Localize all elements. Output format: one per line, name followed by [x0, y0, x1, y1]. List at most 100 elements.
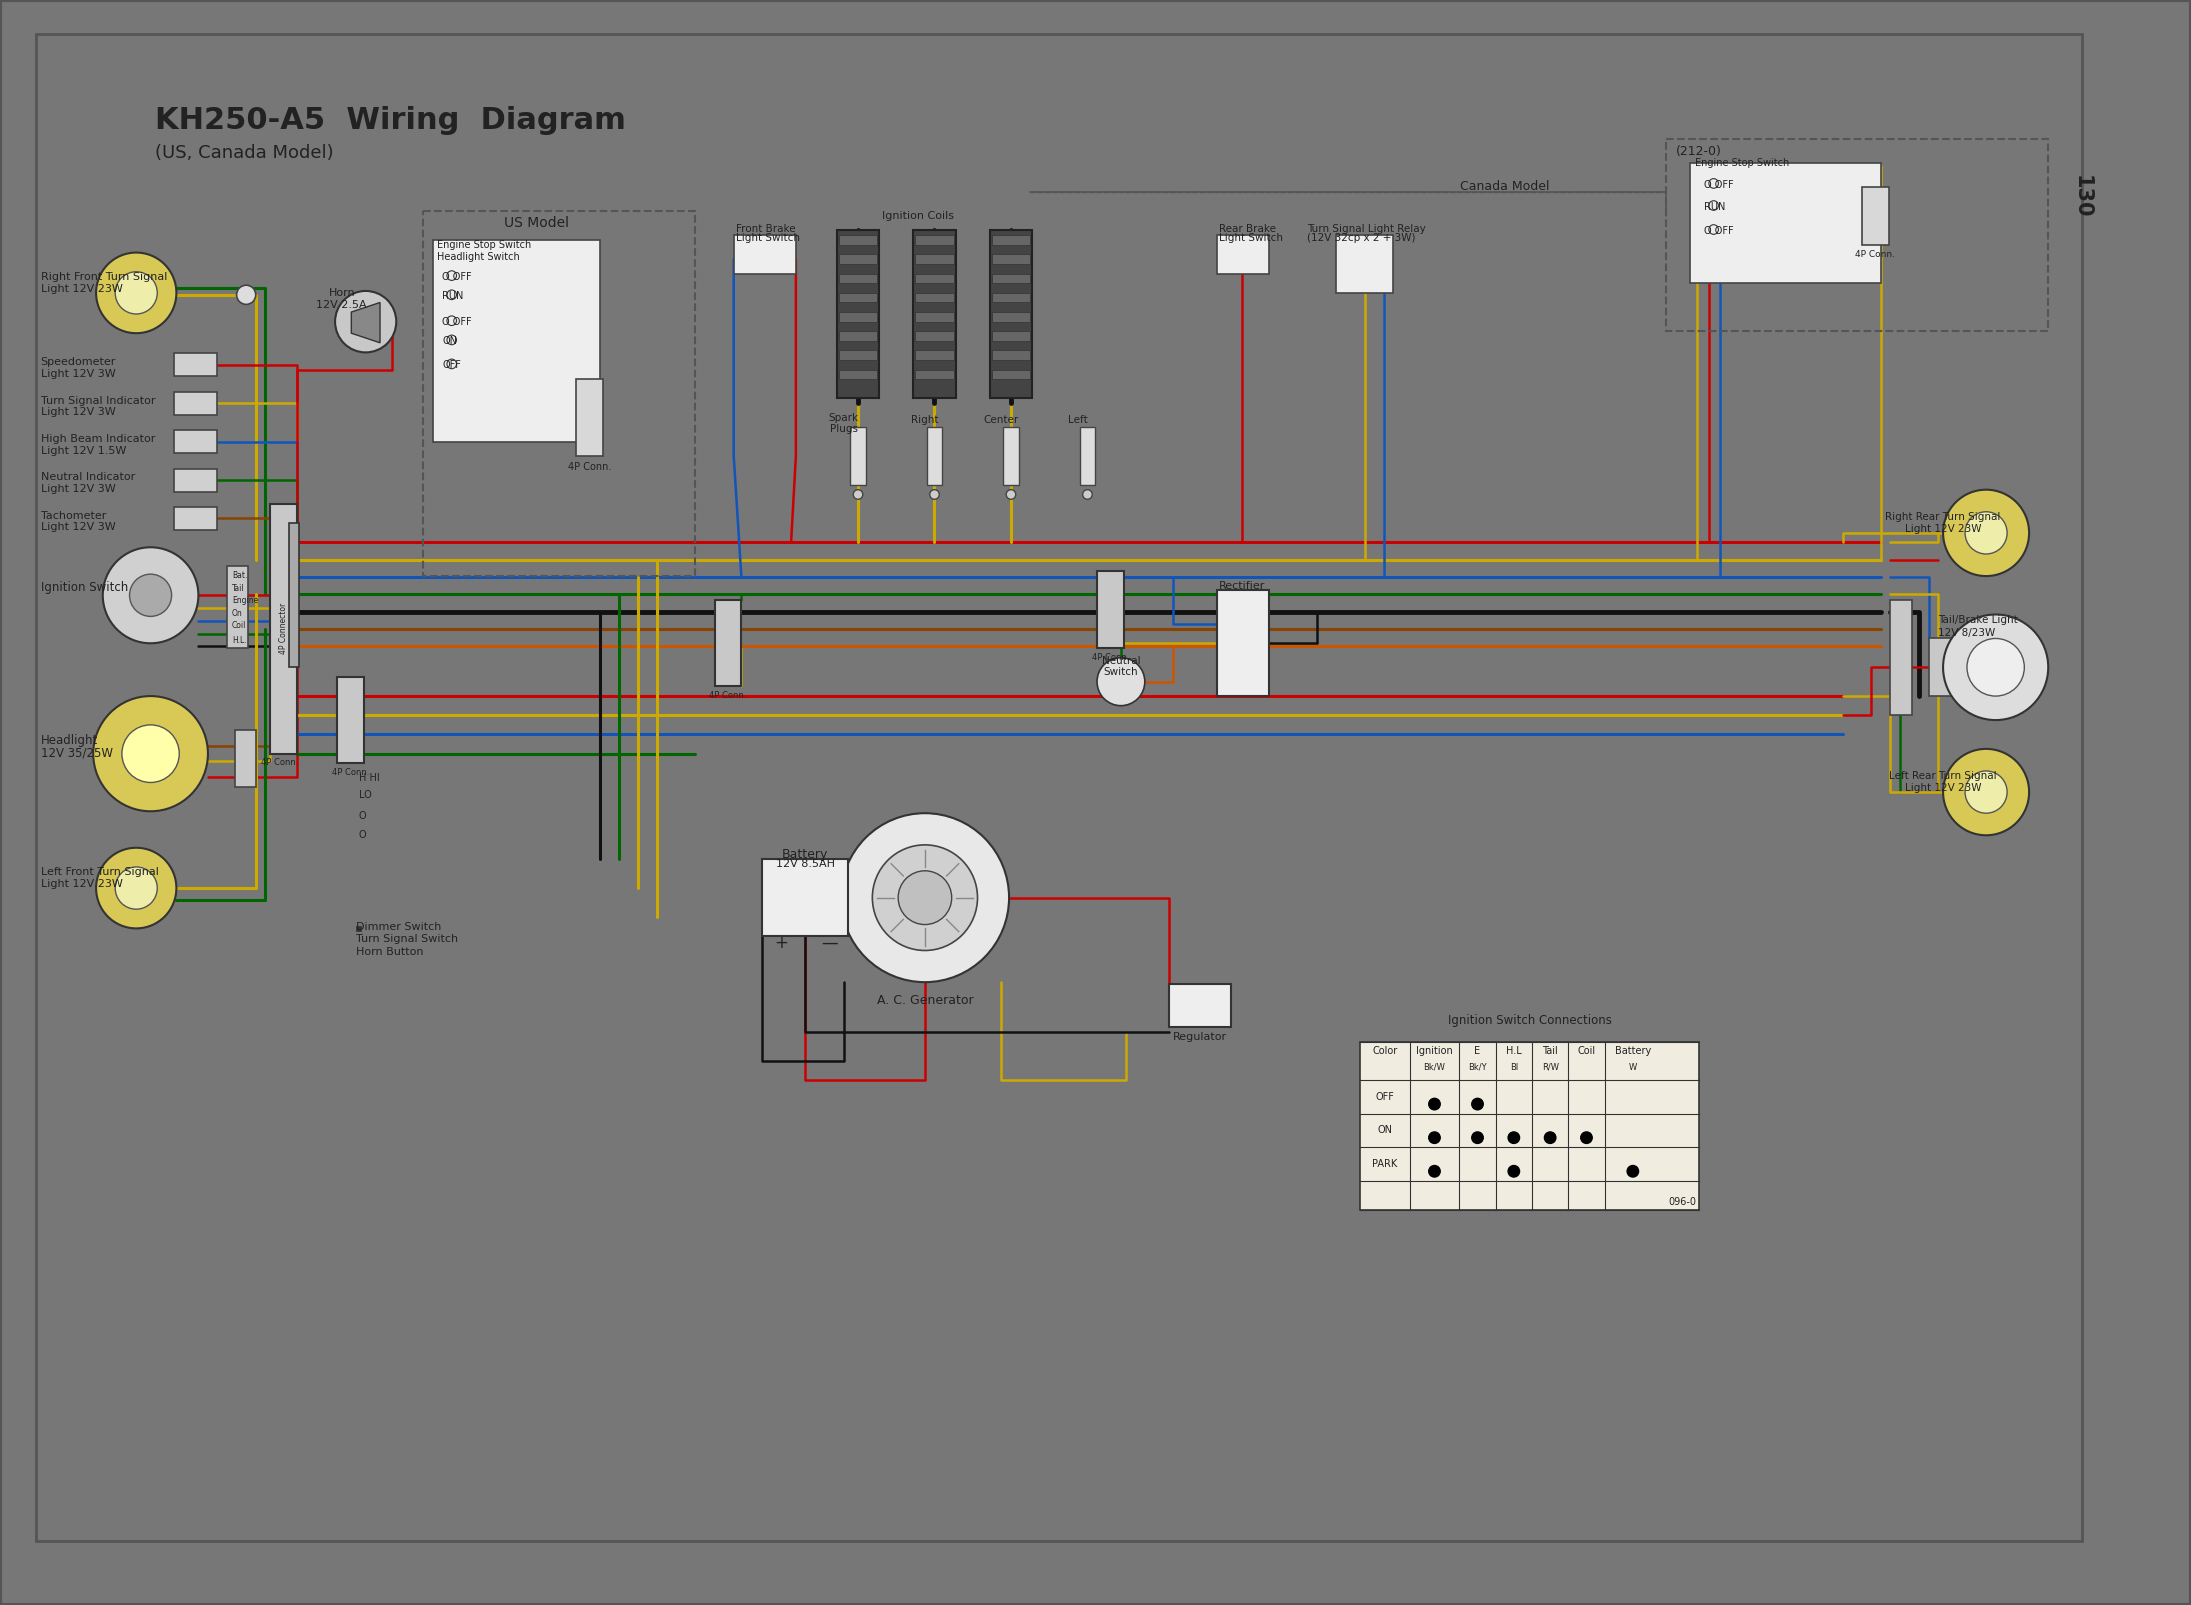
Text: Speedometer: Speedometer: [42, 358, 116, 368]
Text: 12V 2.5A: 12V 2.5A: [316, 300, 368, 310]
Text: Horn Button: Horn Button: [357, 947, 423, 957]
Text: Right Front Turn Signal: Right Front Turn Signal: [42, 271, 167, 282]
Bar: [269, 504, 296, 754]
Bar: [993, 236, 1030, 246]
Circle shape: [1429, 1165, 1439, 1176]
Circle shape: [852, 490, 863, 499]
Text: ON: ON: [1378, 1125, 1391, 1135]
Circle shape: [1507, 1132, 1521, 1143]
Text: Switch: Switch: [1104, 668, 1139, 677]
Text: Rear Brake: Rear Brake: [1220, 223, 1277, 234]
Text: 4P Conn.: 4P Conn.: [710, 692, 747, 700]
Bar: [175, 392, 217, 414]
Text: RUN: RUN: [1705, 202, 1727, 212]
Circle shape: [1429, 1098, 1439, 1109]
Text: Light 12V 1.5W: Light 12V 1.5W: [42, 446, 127, 456]
Circle shape: [1098, 658, 1146, 706]
Text: Neutral: Neutral: [1102, 656, 1139, 666]
Text: Tachometer: Tachometer: [42, 510, 105, 520]
Bar: [839, 311, 876, 321]
Bar: [175, 507, 217, 530]
Bar: [850, 427, 865, 485]
Text: Headlight Switch: Headlight Switch: [438, 252, 519, 262]
Bar: [1216, 591, 1269, 697]
Text: O OFF: O OFF: [1705, 180, 1733, 189]
Text: Coil: Coil: [232, 621, 245, 631]
Text: O: O: [359, 811, 366, 822]
Text: O OFF: O OFF: [443, 271, 471, 282]
Text: Right: Right: [911, 414, 938, 425]
Bar: [993, 274, 1030, 282]
Bar: [576, 379, 603, 456]
Circle shape: [116, 271, 158, 315]
Text: ON: ON: [443, 335, 458, 347]
Bar: [175, 430, 217, 453]
Text: US Model: US Model: [504, 217, 570, 230]
Text: Light 12V 23W: Light 12V 23W: [1904, 525, 1981, 534]
Bar: [839, 255, 876, 265]
Text: Battery: Battery: [782, 847, 828, 860]
Bar: [1928, 639, 1976, 697]
Text: H.L: H.L: [1505, 1046, 1523, 1056]
Bar: [990, 231, 1032, 398]
Bar: [432, 241, 600, 441]
Text: O: O: [359, 830, 366, 841]
Text: Rectifier: Rectifier: [1218, 581, 1266, 591]
Text: PARK: PARK: [1372, 1159, 1398, 1168]
Circle shape: [1968, 639, 2024, 697]
Bar: [234, 730, 256, 788]
Text: Canada Model: Canada Model: [1459, 180, 1549, 193]
Circle shape: [123, 725, 180, 783]
Bar: [175, 353, 217, 377]
Text: Neutral Indicator: Neutral Indicator: [42, 472, 136, 483]
Bar: [993, 292, 1030, 302]
Text: O OFF: O OFF: [443, 316, 471, 327]
Polygon shape: [351, 302, 379, 343]
Circle shape: [1943, 490, 2029, 576]
Text: Ignition: Ignition: [1415, 1046, 1453, 1056]
Text: Center: Center: [984, 414, 1019, 425]
Text: Battery: Battery: [1615, 1046, 1652, 1056]
Bar: [916, 331, 953, 340]
Text: Left Rear Turn Signal: Left Rear Turn Signal: [1889, 770, 1996, 782]
Text: Color: Color: [1372, 1046, 1398, 1056]
Text: (12V 32cp x 2 + 3W): (12V 32cp x 2 + 3W): [1308, 233, 1415, 244]
Bar: [734, 236, 795, 274]
Text: 12V 8/23W: 12V 8/23W: [1939, 628, 1996, 637]
Text: OFF: OFF: [1376, 1091, 1393, 1101]
Circle shape: [94, 697, 208, 811]
Text: 130: 130: [2070, 175, 2090, 218]
Bar: [1665, 140, 2049, 331]
Text: OFF: OFF: [443, 360, 460, 371]
Bar: [1862, 188, 1889, 246]
Bar: [289, 523, 298, 668]
Circle shape: [129, 575, 171, 616]
Text: +: +: [776, 934, 789, 952]
Text: O OFF: O OFF: [1705, 226, 1733, 236]
Text: Spark: Spark: [828, 412, 859, 422]
Bar: [1216, 236, 1269, 274]
Circle shape: [96, 847, 177, 928]
Circle shape: [1580, 1132, 1593, 1143]
Text: Headlight: Headlight: [42, 735, 99, 748]
Text: Ignition Switch: Ignition Switch: [42, 581, 127, 594]
Text: Tail: Tail: [232, 584, 245, 592]
Text: Left: Left: [1067, 414, 1087, 425]
Text: Light 12V 3W: Light 12V 3W: [42, 408, 116, 417]
Circle shape: [1965, 512, 2007, 554]
Text: A. C. Generator: A. C. Generator: [876, 993, 973, 1006]
Text: H HI: H HI: [359, 774, 379, 783]
Text: RUN: RUN: [443, 291, 464, 302]
Bar: [839, 274, 876, 282]
Circle shape: [103, 547, 199, 644]
Bar: [1168, 984, 1231, 1027]
Circle shape: [1472, 1132, 1483, 1143]
Circle shape: [96, 252, 177, 334]
Text: Light 12V 3W: Light 12V 3W: [42, 485, 116, 494]
Text: 4P Conn.: 4P Conn.: [567, 462, 611, 472]
Text: Bat.: Bat.: [232, 571, 248, 581]
Bar: [916, 255, 953, 265]
Bar: [993, 331, 1030, 340]
Bar: [337, 677, 364, 764]
Text: Bk/W: Bk/W: [1424, 1063, 1446, 1072]
